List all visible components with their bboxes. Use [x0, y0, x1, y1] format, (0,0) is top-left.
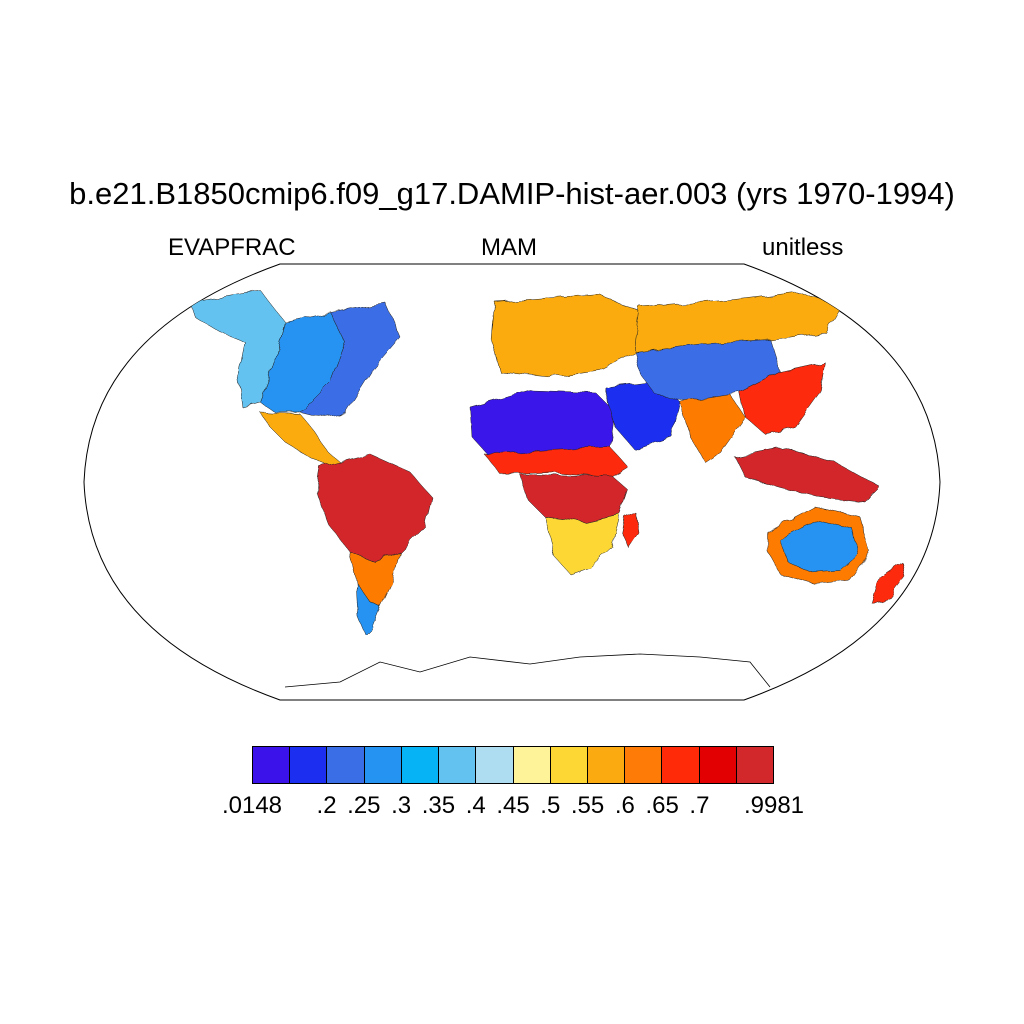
colorbar-tick-label: .65: [645, 792, 679, 819]
colorbar-tick-label: .45: [496, 792, 530, 819]
region-europe: [491, 293, 641, 378]
season-label: MAM: [481, 234, 537, 261]
colorbar-swatch: [587, 747, 626, 783]
colorbar-swatch: [290, 747, 328, 783]
colorbar-swatch: [439, 747, 477, 783]
region-north-america-east: [299, 301, 401, 418]
colorbar-swatch: [662, 747, 700, 783]
region-india: [679, 393, 746, 463]
colorbar-tick-label: .9981: [743, 792, 805, 819]
region-australia-interior: [779, 519, 859, 573]
colorbar: [252, 746, 774, 784]
colorbar-swatch: [550, 747, 588, 783]
region-north-america-west: [189, 289, 286, 408]
colorbar-tick-label: .35: [421, 792, 456, 819]
colorbar-labels: .0148 .2 .25 .3 .35 .4 .45 .5 .55 .6 .65 .7 .9981: [222, 792, 804, 822]
units-label: unitless: [762, 234, 844, 261]
region-southeast-asia: [734, 446, 881, 503]
colorbar-swatch: [364, 747, 402, 783]
colorbar-tick-label: .55: [570, 792, 605, 819]
region-madagascar: [621, 511, 639, 548]
colorbar-tick-label: .7: [689, 792, 710, 819]
colorbar-swatch: [625, 747, 663, 783]
colorbar-swatch: [699, 747, 737, 783]
colorbar-tick-label: .3: [391, 792, 412, 819]
region-east-asia: [739, 361, 826, 435]
variable-label: EVAPFRAC: [168, 234, 296, 261]
map-title: b.e21.B1850cmip6.f09_g17.DAMIP-hist-aer.…: [69, 176, 955, 211]
region-patagonia: [355, 581, 381, 635]
colorbar-swatch: [253, 747, 291, 783]
world-map: [83, 263, 941, 701]
region-new-zealand: [871, 561, 906, 605]
colorbar-tick-label: .6: [614, 792, 635, 819]
colorbar-swatch: [736, 747, 774, 783]
colorbar-swatch: [327, 747, 365, 783]
colorbar-tick-label: .25: [347, 792, 381, 819]
colorbar-tick-label: .4: [465, 792, 486, 819]
colorbar-swatch: [401, 747, 440, 783]
colorbar-tick-label: .2: [316, 792, 337, 819]
region-sahel: [484, 446, 629, 478]
colorbar-swatch: [513, 747, 551, 783]
colorbar-tick-label: .5: [540, 792, 561, 819]
region-southern-africa: [544, 513, 621, 575]
colorbar-swatch: [476, 747, 514, 783]
colorbar-tick-label: .0148: [221, 792, 283, 819]
antarctica-outline: [284, 653, 771, 688]
